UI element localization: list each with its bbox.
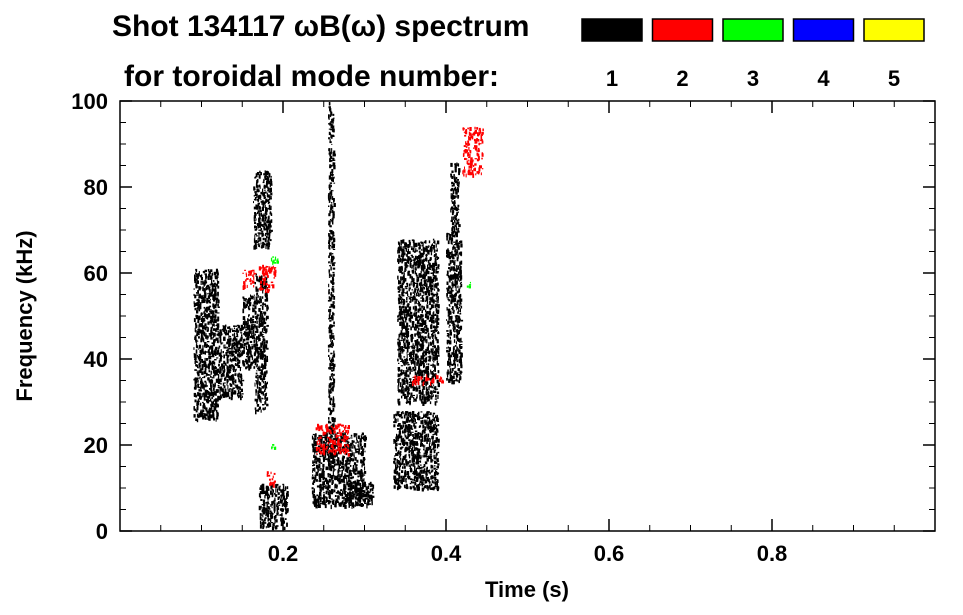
- y-tick-label: 80: [84, 175, 108, 200]
- axes: 0.2 0.4 0.6 0.8 0 20 40 60 80 100: [71, 89, 935, 566]
- legend-swatch-mode-4: [792, 18, 855, 42]
- spectrum-region-mode-1: [253, 170, 273, 250]
- plot-content: [193, 102, 484, 531]
- spectrum-region-mode-2: [315, 423, 350, 457]
- spectrum-region-mode-1: [258, 483, 289, 531]
- chart-subtitle: for toroidal mode number:: [124, 60, 499, 93]
- y-axis-label: Frequency (kHz): [12, 230, 37, 401]
- spectrum-region-mode-1: [217, 324, 245, 401]
- spectrum-region-mode-1: [327, 102, 336, 471]
- legend: 1 2 3 4 5: [581, 18, 925, 91]
- y-tick-label: 0: [96, 519, 108, 544]
- chart-title: Shot 134117 ωB(ω) spectrum: [112, 10, 529, 43]
- legend-label-mode-2: 2: [676, 66, 688, 91]
- spectrum-region-mode-3: [270, 256, 279, 265]
- spectrum-region-mode-2: [258, 264, 277, 294]
- legend-swatch-mode-5: [863, 18, 925, 42]
- spectrum-region-mode-1: [348, 479, 375, 509]
- spectrum-region-mode-1: [254, 273, 269, 415]
- spectrum-region-mode-1: [193, 268, 220, 423]
- x-axis-label: Time (s): [485, 577, 569, 602]
- x-tick-label: 0.8: [757, 541, 788, 566]
- spectrum-region-mode-3: [466, 281, 472, 289]
- y-tick-label: 60: [84, 261, 108, 286]
- spectrum-region-mode-2: [242, 269, 257, 290]
- spectrum-region-mode-1: [393, 411, 440, 492]
- legend-swatch-mode-1: [581, 18, 643, 42]
- legend-swatch-mode-3: [722, 18, 784, 42]
- y-tick-label: 20: [84, 433, 108, 458]
- legend-label-mode-5: 5: [888, 66, 900, 91]
- x-tick-label: 0.6: [594, 541, 625, 566]
- legend-label-mode-4: 4: [817, 66, 830, 91]
- spectrum-region-mode-3: [271, 444, 277, 450]
- legend-swatch-mode-2: [651, 18, 714, 42]
- spectrum-region-mode-1: [446, 230, 464, 385]
- legend-label-mode-1: 1: [606, 66, 618, 91]
- spectrum-region-mode-2: [462, 126, 484, 178]
- spectrum-region-mode-2: [412, 374, 444, 387]
- spectrum-region-mode-1: [450, 162, 461, 233]
- y-tick-label: 40: [84, 347, 108, 372]
- plot-frame: [119, 100, 936, 532]
- legend-label-mode-3: 3: [747, 66, 759, 91]
- x-tick-label: 0.2: [268, 541, 299, 566]
- spectrum-region-mode-1: [397, 238, 440, 406]
- spectrum-region-mode-2: [266, 471, 276, 488]
- spectrum-region-mode-1: [242, 294, 257, 371]
- x-tick-label: 0.4: [431, 541, 462, 566]
- y-tick-label: 100: [71, 89, 108, 114]
